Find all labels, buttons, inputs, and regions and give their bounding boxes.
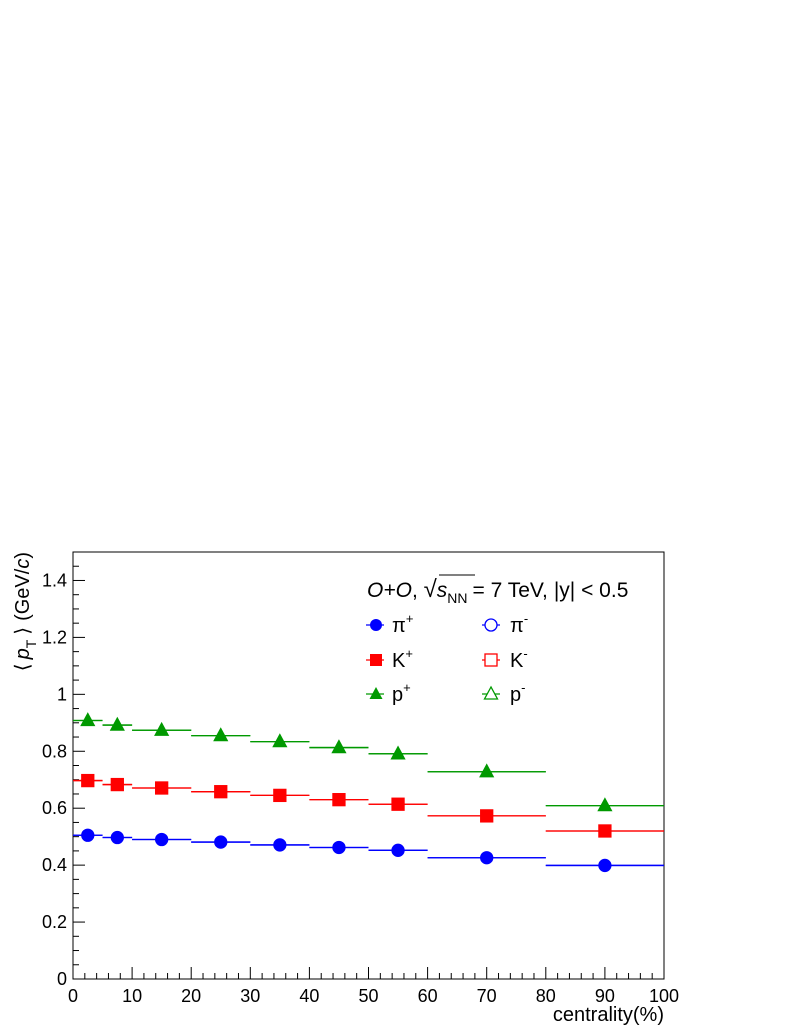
- legend: π+ π- K+ K-p+ p-: [366, 611, 528, 706]
- x-tick-label: 40: [299, 986, 319, 1006]
- x-tick-label: 50: [358, 986, 378, 1006]
- annotation-text: O+O, √sNN = 7 TeV, |y| < 0.5: [367, 576, 628, 606]
- legend-label-p-plus: p+: [392, 680, 411, 706]
- k-plus-point: [598, 824, 611, 837]
- k-plus-point: [273, 789, 286, 802]
- k-plus-point: [214, 785, 227, 798]
- k-plus-point: [332, 793, 345, 806]
- annotation-energy: = 7 TeV,: [473, 579, 548, 602]
- y-tick-labels: 0 0.2 0.4 0.6 0.8 1 1.2 1.4: [42, 570, 67, 989]
- y-tick-label: 1.4: [42, 570, 67, 590]
- p-plus-point: [598, 798, 612, 811]
- x-tick-label: 20: [181, 986, 201, 1006]
- pi-plus-point: [332, 841, 345, 854]
- legend-marker-pi-minus: [484, 618, 498, 632]
- legend-label-p-minus: p-: [510, 680, 525, 706]
- data-markers: [80, 712, 613, 873]
- y-label-subscript: T: [23, 639, 39, 648]
- pi-plus-point: [598, 859, 611, 872]
- k-plus-point: [81, 774, 94, 787]
- y-label-unit-open: (GeV/: [12, 568, 34, 621]
- p-plus-point: [332, 740, 346, 753]
- pi-plus-point: [111, 831, 124, 844]
- annotation-system: O+O: [367, 579, 412, 602]
- x-tick-label: 30: [240, 986, 260, 1006]
- p-plus-point: [110, 718, 124, 731]
- x-tick-labels: 0 10 20 30 40 50 60 70 80 90 100: [68, 986, 679, 1006]
- annotation-s: s: [437, 579, 448, 602]
- y-label-unit-c: c: [12, 559, 34, 569]
- x-tick-label: 60: [418, 986, 438, 1006]
- legend-marker-pi-plus: [370, 619, 382, 631]
- legend-label-k-plus: K+: [392, 646, 413, 672]
- p-plus-point: [480, 764, 494, 777]
- p-plus-point: [155, 723, 169, 736]
- x-tick-label: 10: [122, 986, 142, 1006]
- y-tick-label: 0.2: [42, 912, 67, 932]
- legend-marker-k-plus: [370, 654, 382, 666]
- annotation-rapidity: |y| < 0.5: [554, 579, 629, 602]
- y-tick-label: 0.4: [42, 855, 67, 875]
- y-tick-label: 1: [57, 684, 67, 704]
- p-plus-point: [391, 746, 405, 759]
- k-plus-point: [155, 781, 168, 794]
- y-tick-label: 1.2: [42, 627, 67, 647]
- x-tick-label: 90: [595, 986, 615, 1006]
- annotation-comma: ,: [412, 579, 424, 602]
- x-axis-label: centrality(%): [553, 1004, 664, 1026]
- x-tick-label: 0: [68, 986, 78, 1006]
- k-plus-point: [480, 809, 493, 822]
- legend-marker-p-plus: [369, 687, 383, 699]
- y-label-p: p: [12, 648, 34, 660]
- collision-annotation: O+O, √sNN = 7 TeV, |y| < 0.5: [367, 574, 628, 606]
- x-tick-label: 100: [649, 986, 679, 1006]
- pi-plus-point: [214, 836, 227, 849]
- p-plus-point: [214, 728, 228, 741]
- legend-label-k-minus: K-: [510, 646, 528, 672]
- legend-label-pi-minus: π-: [510, 611, 528, 637]
- p-plus-point: [273, 734, 287, 747]
- annotation-subscript: NN: [447, 590, 467, 606]
- y-label-unit-close: ): [12, 552, 34, 559]
- y-label-open-bracket: ⟨: [12, 663, 34, 671]
- axis-ticks: [72, 551, 665, 980]
- pi-plus-point: [480, 851, 493, 864]
- pi-plus-point: [155, 833, 168, 846]
- y-tick-label: 0.8: [42, 741, 67, 761]
- k-plus-point: [111, 778, 124, 791]
- pi-plus-point: [81, 829, 94, 842]
- y-tick-label: 0: [57, 969, 67, 989]
- pi-plus-point: [392, 844, 405, 857]
- y-axis-label: ⟨ pT ⟩ (GeV/c): [12, 552, 39, 671]
- y-label-close-bracket: ⟩: [12, 627, 34, 635]
- legend-marker-p-minus: [483, 685, 499, 700]
- pi-plus-point: [273, 838, 286, 851]
- legend-marker-k-minus: [484, 653, 498, 667]
- y-tick-label: 0.6: [42, 798, 67, 818]
- x-tick-label: 70: [477, 986, 497, 1006]
- k-plus-point: [392, 798, 405, 811]
- annotation-sqrt: √: [424, 576, 438, 603]
- p-plus-point: [81, 713, 95, 726]
- x-tick-label: 80: [536, 986, 556, 1006]
- legend-label-pi-plus: π+: [392, 611, 413, 637]
